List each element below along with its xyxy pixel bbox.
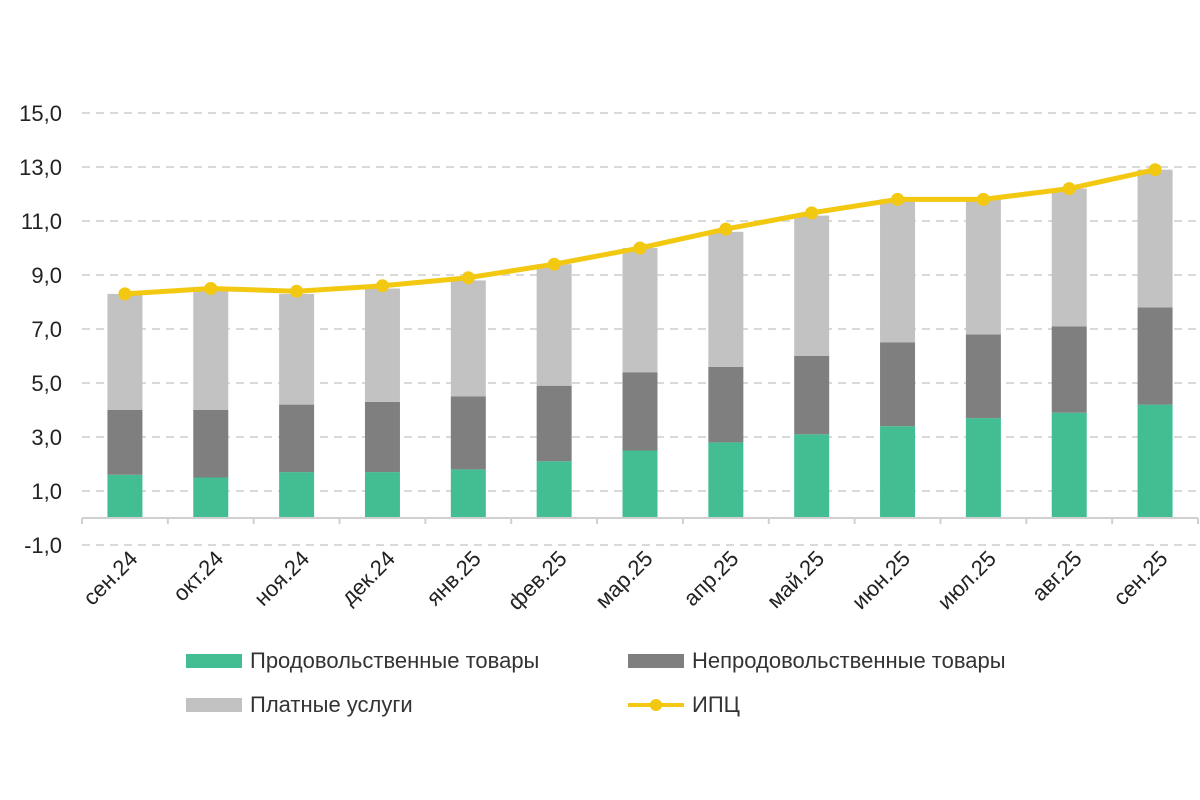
- bar-segment-food: [965, 418, 1001, 518]
- y-tick-label: 7,0: [31, 317, 62, 342]
- cpi-point: [805, 206, 819, 220]
- x-tick-label: сен.25: [1108, 546, 1172, 610]
- bar-segment-nonfood: [622, 372, 658, 451]
- cpi-point: [1148, 163, 1162, 177]
- y-tick-label: -1,0: [24, 533, 62, 558]
- cpi-point: [891, 192, 905, 206]
- bar-segment-services: [880, 199, 916, 343]
- bar-segment-nonfood: [364, 401, 400, 473]
- bar-segment-nonfood: [880, 342, 916, 427]
- x-tick-label: май.25: [762, 546, 829, 613]
- x-tick-label: июл.25: [933, 546, 1001, 614]
- bar-segment-food: [107, 474, 143, 518]
- bar-segment-services: [794, 215, 830, 356]
- bar-segment-nonfood: [708, 366, 744, 443]
- bar-segment-services: [622, 248, 658, 373]
- y-axis-tick-labels: 15,0 13,0 11,0 9,0 7,0 5,0 3,0 1,0 -1,0: [19, 101, 62, 558]
- bar-segment-services: [1051, 188, 1087, 327]
- bar-segment-services: [193, 288, 229, 410]
- bar-segment-nonfood: [965, 334, 1001, 419]
- cpi-point: [461, 271, 475, 285]
- x-tick-label: янв.25: [421, 546, 486, 611]
- y-tick-label: 15,0: [19, 101, 62, 126]
- x-tick-label: окт.24: [168, 546, 228, 606]
- cpi-point: [976, 192, 990, 206]
- cpi-point: [1062, 182, 1076, 196]
- x-tick-label: ноя.24: [249, 546, 314, 611]
- y-tick-label: 13,0: [19, 155, 62, 180]
- bar-segment-food: [708, 442, 744, 518]
- cpi-point: [290, 284, 304, 298]
- x-tick-label: авг.25: [1027, 546, 1087, 606]
- bar-segment-food: [450, 469, 486, 518]
- bar-segment-food: [364, 472, 400, 518]
- bar-segment-services: [1137, 169, 1173, 308]
- bar-segment-services: [450, 280, 486, 397]
- cpi-point: [547, 257, 561, 271]
- bar-segment-nonfood: [193, 410, 229, 478]
- bar-segment-nonfood: [536, 385, 572, 462]
- cpi-point: [375, 279, 389, 293]
- bar-segment-services: [364, 288, 400, 402]
- bar-segment-services: [708, 231, 744, 367]
- bar-segment-services: [279, 293, 315, 405]
- cpi-point: [719, 222, 733, 236]
- bar-segment-nonfood: [107, 410, 143, 475]
- cpi-point: [118, 287, 132, 301]
- x-tick-label: сен.24: [78, 546, 142, 610]
- bar-segment-nonfood: [794, 356, 830, 435]
- y-tick-label: 9,0: [31, 263, 62, 288]
- x-tick-label: июн.25: [847, 546, 915, 614]
- y-tick-label: 5,0: [31, 371, 62, 396]
- bar-segment-food: [279, 472, 315, 518]
- x-tick-label: апр.25: [678, 546, 743, 611]
- bar-segment-food: [193, 477, 229, 518]
- bar-segment-nonfood: [1137, 307, 1173, 405]
- bar-segment-nonfood: [450, 396, 486, 470]
- x-axis-tick-labels: сен.24 окт.24 ноя.24 дек.24 янв.25 фев.25 мар.…: [78, 546, 1172, 615]
- x-tick-label: мар.25: [590, 546, 657, 613]
- bars: [107, 169, 1173, 518]
- bar-segment-services: [107, 293, 143, 410]
- x-axis: [81, 517, 1199, 524]
- cpi-line: [118, 163, 1162, 301]
- bar-segment-food: [1051, 412, 1087, 518]
- x-tick-label: фев.25: [503, 546, 572, 615]
- cpi-point: [204, 282, 218, 295]
- bar-segment-food: [536, 461, 572, 518]
- bar-segment-nonfood: [1051, 326, 1087, 413]
- bar-segment-food: [622, 450, 658, 518]
- cpi-point: [633, 241, 647, 255]
- y-tick-label: 3,0: [31, 425, 62, 450]
- grid-lines: [82, 112, 1198, 546]
- bar-segment-services: [965, 199, 1001, 335]
- y-tick-label: 11,0: [21, 209, 62, 234]
- bar-segment-food: [794, 434, 830, 518]
- x-tick-label: дек.24: [336, 546, 400, 610]
- bar-segment-nonfood: [279, 404, 315, 473]
- bar-segment-food: [880, 426, 916, 518]
- y-tick-label: 1,0: [31, 479, 62, 504]
- bar-segment-services: [536, 264, 572, 386]
- bar-segment-food: [1137, 404, 1173, 518]
